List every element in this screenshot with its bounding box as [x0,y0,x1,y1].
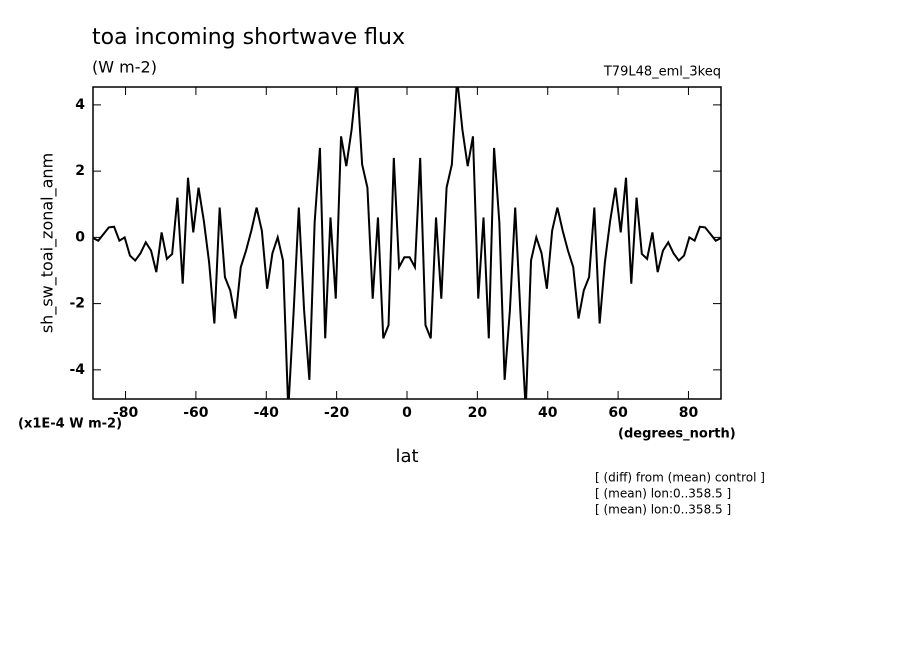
note: [ (mean) lon:0..358.5 ] [595,487,731,501]
x-tick-label: 80 [679,405,699,421]
note: [ (diff) from (mean) control ] [595,471,765,485]
y-axis-label: sh_sw_toai_zonal_anm [38,153,58,333]
y-tick-label: -4 [69,362,85,378]
x-tick-label: 40 [538,405,558,421]
plot-frame [92,86,722,400]
y-tick-label: 4 [75,97,85,113]
x-tick-label: -60 [183,405,209,421]
y-scale-label: (x1E-4 W m-2) [18,417,122,432]
x-tick-label: 0 [402,405,412,421]
x-tick-label: -20 [324,405,350,421]
x-tick-label: 60 [608,405,628,421]
units: (W m-2) [92,58,157,77]
chart-title: toa incoming shortwave flux [92,25,405,50]
y-tick-label: -2 [69,296,85,312]
data-line [93,87,721,399]
note: [ (mean) lon:0..358.5 ] [595,503,731,517]
y-tick-label: 0 [75,229,85,245]
x-axis-label: lat [395,446,418,467]
x-tick-label: 20 [468,405,488,421]
run-label: T79L48_eml_3keq [603,65,721,80]
x-units: (degrees_north) [618,427,736,442]
x-tick-label: -40 [254,405,280,421]
x-tick-label: -80 [113,405,139,421]
y-tick-label: 2 [75,163,85,179]
